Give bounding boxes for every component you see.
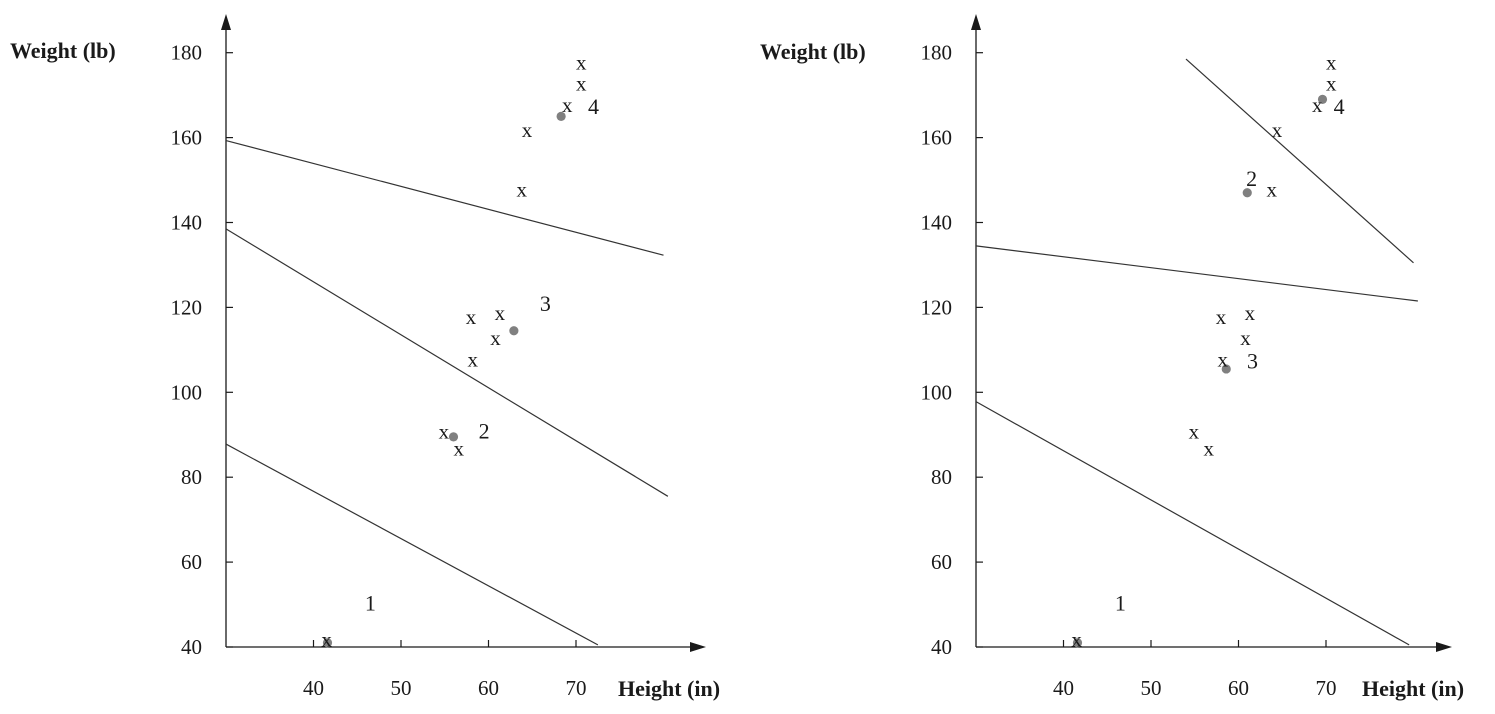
y-tick-label: 180 bbox=[171, 41, 203, 65]
data-point-x-marker: x bbox=[1240, 326, 1251, 350]
data-point-x-marker: x bbox=[522, 118, 533, 142]
boundary-line bbox=[225, 139, 664, 256]
cluster-label: 3 bbox=[540, 291, 551, 316]
y-axis-arrow-icon bbox=[971, 14, 981, 30]
centroid-dot bbox=[1072, 638, 1083, 648]
data-point-x-marker: x bbox=[517, 178, 528, 202]
data-point-x-marker: x bbox=[1245, 301, 1256, 325]
y-tick-label: 80 bbox=[931, 465, 952, 489]
x-axis-title: Height (in) bbox=[1362, 676, 1464, 701]
y-tick-label: 140 bbox=[921, 211, 953, 235]
data-point-x-marker: x bbox=[490, 326, 501, 350]
boundary-line bbox=[225, 228, 669, 497]
data-point-x-marker: x bbox=[1312, 93, 1323, 117]
x-tick-label: 60 bbox=[478, 676, 499, 700]
boundary-line bbox=[975, 245, 1418, 302]
y-tick-label: 100 bbox=[921, 380, 953, 404]
y-tick-label: 160 bbox=[171, 126, 203, 150]
data-point-x-marker: x bbox=[1218, 347, 1229, 371]
centroid-dot bbox=[509, 326, 519, 336]
y-tick-label: 60 bbox=[181, 550, 202, 574]
y-tick-label: 40 bbox=[931, 635, 952, 659]
x-axis-arrow-icon bbox=[690, 642, 706, 652]
data-point-x-marker: x bbox=[1071, 628, 1082, 652]
centroid-dot bbox=[1242, 188, 1252, 198]
x-tick-label: 50 bbox=[391, 676, 412, 700]
y-tick-label: 140 bbox=[171, 211, 203, 235]
x-tick-label: 40 bbox=[303, 676, 324, 700]
centroid-dot bbox=[1221, 364, 1231, 374]
data-point-x-marker: x bbox=[1326, 50, 1337, 74]
y-tick-label: 180 bbox=[921, 41, 953, 65]
y-tick-label: 80 bbox=[181, 465, 202, 489]
centroid-dot bbox=[322, 638, 333, 648]
data-point-x-marker: x bbox=[576, 50, 587, 74]
y-tick-label: 160 bbox=[921, 126, 953, 150]
data-point-x-marker: x bbox=[466, 305, 477, 329]
data-point-x-marker: x bbox=[576, 72, 587, 96]
x-axis-title: Height (in) bbox=[618, 676, 720, 701]
centroid-dot bbox=[1317, 94, 1328, 104]
data-point-x-marker: x bbox=[1216, 305, 1227, 329]
cluster-label: 1 bbox=[1115, 590, 1126, 615]
x-tick-label: 40 bbox=[1053, 676, 1074, 700]
x-tick-label: 60 bbox=[1228, 676, 1249, 700]
y-tick-label: 120 bbox=[921, 295, 953, 319]
cluster-label: 4 bbox=[588, 94, 599, 119]
data-point-x-marker: x bbox=[1267, 178, 1278, 202]
y-tick-label: 40 bbox=[181, 635, 202, 659]
cluster-label: 3 bbox=[1247, 348, 1258, 373]
cluster-label: 4 bbox=[1334, 94, 1345, 119]
boundary-line bbox=[225, 443, 599, 646]
x-tick-label: 50 bbox=[1141, 676, 1162, 700]
cluster-label: 2 bbox=[479, 419, 490, 444]
centroid-dot bbox=[448, 432, 459, 442]
right-scatter-panel: 40 50 60 70 40 60 80 100 120 140 160 180 Height (in)… bbox=[760, 14, 1464, 701]
data-point-x-marker: x bbox=[1272, 118, 1283, 142]
x-axis-arrow-icon bbox=[1436, 642, 1452, 652]
y-tick-label: 60 bbox=[931, 550, 952, 574]
x-tick-label: 70 bbox=[566, 676, 587, 700]
boundary-line bbox=[975, 401, 1410, 646]
y-axis-title: Weight (lb) bbox=[10, 38, 116, 63]
y-tick-label: 120 bbox=[171, 295, 203, 319]
left-scatter-panel: 40 50 60 70 40 60 80 100 120 140 160 180 Height (in)… bbox=[10, 14, 720, 701]
cluster-label: 2 bbox=[1246, 166, 1257, 191]
data-point-x-marker: x bbox=[1326, 72, 1337, 96]
data-point-x-marker: x bbox=[439, 420, 450, 444]
y-axis-title: Weight (lb) bbox=[760, 39, 866, 64]
cluster-label: 1 bbox=[365, 590, 376, 615]
data-point-x-marker: x bbox=[321, 628, 332, 652]
data-point-x-marker: x bbox=[468, 347, 479, 371]
data-point-x-marker: x bbox=[1189, 420, 1200, 444]
y-tick-label: 100 bbox=[171, 380, 203, 404]
data-point-x-marker: x bbox=[562, 93, 573, 117]
centroid-dot bbox=[556, 111, 566, 121]
data-point-x-marker: x bbox=[495, 301, 506, 325]
data-point-x-marker: x bbox=[1204, 437, 1215, 461]
data-point-x-marker: x bbox=[454, 437, 465, 461]
boundary-line bbox=[1185, 58, 1414, 264]
x-tick-label: 70 bbox=[1316, 676, 1337, 700]
y-axis-arrow-icon bbox=[221, 14, 231, 30]
